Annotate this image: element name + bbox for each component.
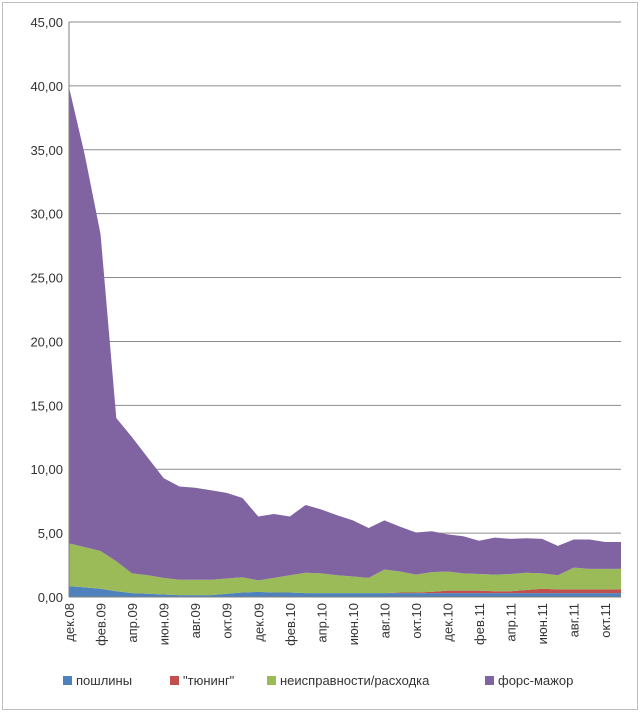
x-tick-label: дек.09 [251, 603, 266, 642]
y-tick-label: 10,00 [30, 462, 63, 477]
legend-swatch [267, 676, 276, 685]
area-series-неисправности-расходка [69, 543, 621, 596]
y-axis-tick-labels: 0,00 5,00 10,00 15,00 20,00 25,00 30,00 35,00 40… [30, 15, 63, 605]
y-tick-label: 5,00 [38, 526, 63, 541]
legend-item[interactable]: пошлины [63, 673, 132, 688]
x-tick-label: фев.11 [472, 603, 487, 645]
y-tick-label: 15,00 [30, 398, 63, 413]
x-tick-label: фев.10 [283, 603, 298, 646]
y-tick-label: 45,00 [30, 15, 63, 30]
legend-label: "тюнинг" [183, 673, 235, 688]
area-series-форс-мажор [69, 87, 621, 581]
axes [68, 22, 621, 598]
x-tick-label: июн.11 [535, 603, 550, 644]
y-tick-label: 40,00 [30, 79, 63, 94]
area-series-group [69, 87, 621, 597]
y-tick-label: 20,00 [30, 334, 63, 349]
x-tick-label: окт.10 [409, 603, 424, 639]
x-tick-label: авг.10 [377, 603, 392, 638]
x-tick-label: окт.09 [220, 603, 235, 639]
legend-label: пошлины [76, 673, 132, 688]
stacked-area-chart: 0,00 5,00 10,00 15,00 20,00 25,00 30,00 35,00 40… [30, 15, 621, 688]
x-tick-label: фев.09 [94, 603, 109, 646]
x-tick-label: авг.09 [188, 603, 203, 638]
y-tick-label: 30,00 [30, 207, 63, 222]
area-series-тюнинг [69, 586, 621, 596]
x-tick-label: дек.10 [441, 603, 456, 642]
x-tick-label: июн.09 [157, 603, 172, 645]
x-tick-label: апр.10 [314, 603, 329, 643]
x-tick-label: апр.11 [504, 603, 519, 642]
x-tick-label: авг.11 [567, 603, 582, 637]
area-series-пошлины [69, 586, 621, 597]
x-tick-label: апр.09 [125, 603, 140, 643]
y-tick-label: 35,00 [30, 143, 63, 158]
x-axis-tick-labels: дек.08 фев.09 апр.09 июн.09 авг.09 окт.09 дек.… [62, 603, 613, 646]
legend-swatch [63, 676, 72, 685]
legend-label: форс-мажор [498, 673, 573, 688]
legend-item[interactable]: форс-мажор [485, 673, 573, 688]
legend-item[interactable]: неисправности/расходка [267, 673, 430, 688]
legend[interactable]: пошлины "тюнинг" неисправности/расходка фор… [63, 673, 573, 688]
y-tick-label: 25,00 [30, 271, 63, 286]
x-tick-label: окт.11 [598, 603, 613, 638]
legend-swatch [485, 676, 494, 685]
x-tick-label: дек.08 [62, 603, 77, 642]
x-tick-label: июн.10 [346, 603, 361, 645]
legend-item[interactable]: "тюнинг" [170, 673, 235, 688]
legend-label: неисправности/расходка [280, 673, 430, 688]
legend-swatch [170, 676, 179, 685]
y-tick-label: 0,00 [38, 590, 63, 605]
